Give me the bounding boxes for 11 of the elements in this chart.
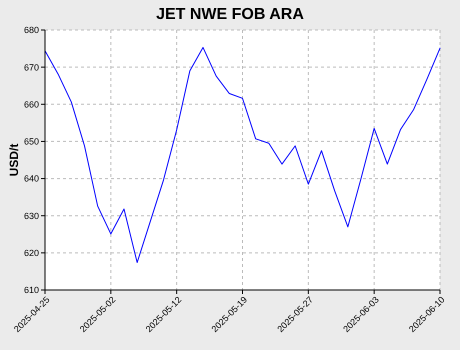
y-tick-label: 640 [24,174,39,184]
y-tick-label: 610 [24,285,39,296]
y-axis-title: USD/t [7,144,21,176]
y-tick-label: 670 [24,62,39,72]
y-tick-label: 660 [24,99,39,110]
y-tick-label: 630 [24,210,39,221]
y-tick-label: 680 [24,25,39,36]
line-series [44,46,440,264]
y-tick-label: 620 [24,248,39,258]
y-tick-label: 650 [24,136,39,147]
chart-title: JET NWE FOB ARA [156,6,304,23]
